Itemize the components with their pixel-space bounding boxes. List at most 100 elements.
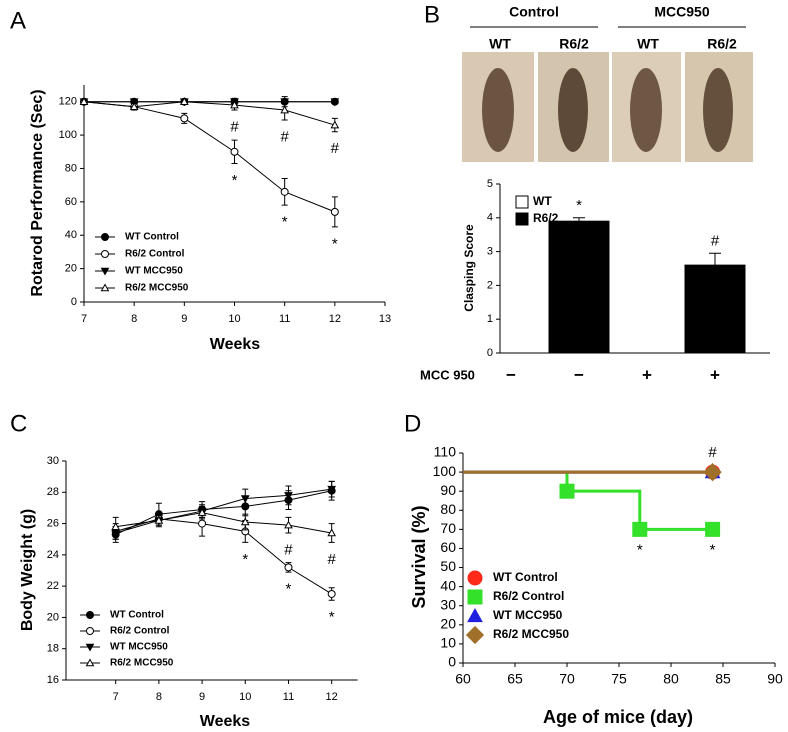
y-tick-label: 60 xyxy=(65,196,77,208)
y-tick-label: 2 xyxy=(487,279,493,291)
photo-column-label: R6/2 xyxy=(559,36,589,52)
significance-mark: # xyxy=(331,140,340,157)
significance-mark: * xyxy=(710,541,716,558)
y-tick-label: 80 xyxy=(440,501,456,517)
y-tick-label: 18 xyxy=(47,643,59,655)
legend-label: R6/2 MCC950 xyxy=(110,658,174,669)
point xyxy=(280,187,289,196)
y-tick-label: 110 xyxy=(434,444,457,460)
y-tick-label: 26 xyxy=(47,517,59,529)
panel-label: C xyxy=(10,410,27,437)
x-tick-label: 7 xyxy=(81,313,87,325)
photo-strip xyxy=(462,52,753,162)
panel-label: B xyxy=(424,1,440,28)
mouse xyxy=(630,68,662,152)
legend-label: WT Control xyxy=(110,610,164,621)
significance-mark: * xyxy=(286,581,292,598)
point xyxy=(230,100,239,109)
y-axis-title: Rotarod Performance (Sec) xyxy=(29,89,46,296)
legend-swatch xyxy=(515,195,529,209)
x-tick-label: 9 xyxy=(199,691,205,703)
x-tick-label: 80 xyxy=(663,671,679,687)
legend-label: R6/2 Control xyxy=(493,589,564,603)
point xyxy=(111,522,121,530)
x-tick-label: 10 xyxy=(228,313,240,325)
y-tick-label: 50 xyxy=(440,558,456,574)
error-bar xyxy=(709,252,721,266)
photo-group-label: Control xyxy=(509,4,559,20)
x-tick-label: 90 xyxy=(767,671,783,687)
significance-mark: * xyxy=(242,551,248,568)
x-tick-label: 10 xyxy=(239,691,251,703)
error-bar xyxy=(573,217,585,222)
significance-mark: * xyxy=(232,172,238,189)
significance-mark: * xyxy=(329,609,335,626)
point xyxy=(284,492,293,500)
y-tick-label: 70 xyxy=(440,520,456,536)
legend-label: R6/2 MCC950 xyxy=(493,627,569,641)
significance-mark: # xyxy=(230,119,239,136)
point xyxy=(129,98,139,107)
point xyxy=(240,517,250,526)
point xyxy=(632,521,648,537)
significance-mark: # xyxy=(280,129,289,146)
point xyxy=(230,147,239,156)
bar xyxy=(548,220,610,354)
y-tick-label: 40 xyxy=(440,577,456,593)
legend-label: R6/2 Control xyxy=(125,249,185,260)
legend-label: WT Control xyxy=(493,570,558,584)
point xyxy=(240,495,250,504)
legend-label: R6/2 Control xyxy=(110,626,170,637)
photo-column-label: WT xyxy=(489,36,511,52)
photo-column-label: R6/2 xyxy=(707,36,737,52)
point xyxy=(284,520,293,529)
category-label: + xyxy=(710,365,720,384)
significance-mark: * xyxy=(637,541,643,558)
point xyxy=(330,207,339,216)
panel-label: D xyxy=(404,410,421,437)
point xyxy=(703,462,722,482)
photo-group-label: MCC950 xyxy=(654,4,709,20)
series-line xyxy=(115,518,332,595)
legend-marker xyxy=(467,589,483,605)
point xyxy=(327,485,337,494)
y-tick-label: 20 xyxy=(65,263,77,275)
legend-label: WT MCC950 xyxy=(125,266,183,277)
y-tick-label: 24 xyxy=(47,549,59,561)
category-label: − xyxy=(574,365,584,384)
bar xyxy=(684,264,746,354)
y-tick-label: 5 xyxy=(487,178,493,190)
legend-label: WT Control xyxy=(125,232,179,243)
point xyxy=(197,508,207,516)
x-axis-title: Weeks xyxy=(200,713,251,730)
x-tick-label: 65 xyxy=(507,671,523,687)
legend-marker xyxy=(465,625,485,645)
x-tick-label: 60 xyxy=(455,671,471,687)
series-line xyxy=(115,488,332,534)
mouse xyxy=(482,68,514,152)
y-tick-label: 100 xyxy=(433,463,457,479)
legend-label: WT MCC950 xyxy=(110,642,168,653)
x-tick-label: 70 xyxy=(559,671,575,687)
y-tick-label: 120 xyxy=(59,96,77,108)
x-tick-label: 8 xyxy=(156,691,162,703)
point xyxy=(179,97,189,105)
x-tick-label: 13 xyxy=(379,313,391,325)
photo-column-label: WT xyxy=(637,36,659,52)
y-tick-label: 60 xyxy=(440,539,456,555)
x-tick-label: 85 xyxy=(715,671,731,687)
x-tick-label: 8 xyxy=(131,313,137,325)
series-line xyxy=(115,512,332,534)
y-axis-title: Clasping Score xyxy=(462,224,476,312)
y-tick-label: 0 xyxy=(71,296,77,308)
y-tick-label: 30 xyxy=(440,596,456,612)
y-tick-label: 30 xyxy=(47,455,59,467)
x-tick-label: 12 xyxy=(326,691,338,703)
mouse xyxy=(558,68,588,152)
significance-mark: * xyxy=(576,197,582,214)
significance-mark: * xyxy=(282,214,288,231)
legend-marker xyxy=(101,233,109,241)
x-tick-label: 11 xyxy=(283,691,294,703)
y-tick-label: 0 xyxy=(448,654,456,670)
